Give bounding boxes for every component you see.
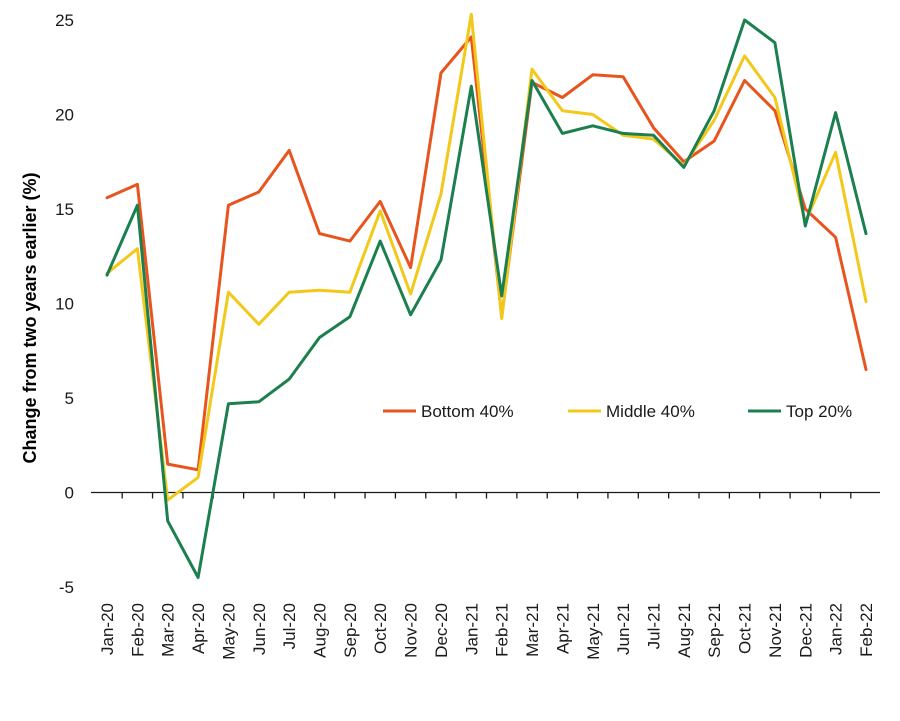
x-tick-label: Nov-20 — [402, 603, 421, 658]
y-tick-label: 15 — [55, 200, 74, 219]
x-tick-label: Nov-21 — [766, 603, 785, 658]
x-tick-label: Sep-21 — [705, 603, 724, 658]
x-tick-label: Aug-21 — [675, 603, 694, 658]
series-line-top-20 — [105, 18, 868, 579]
y-tick-label: 10 — [55, 295, 74, 314]
x-tick-label: Jan-22 — [827, 603, 846, 655]
legend: Bottom 40% Middle 40% Top 20% — [383, 402, 852, 421]
x-tick-label: Dec-20 — [432, 603, 451, 658]
y-tick-label: 0 — [65, 484, 74, 503]
y-tick-label: 20 — [55, 106, 74, 125]
x-tick-label: Apr-20 — [189, 603, 208, 654]
x-tick-label: Feb-20 — [128, 603, 147, 657]
legend-label-bottom-40: Bottom 40% — [421, 402, 514, 421]
x-tick-label: Apr-21 — [553, 603, 572, 654]
x-tick-label: Sep-20 — [341, 603, 360, 658]
x-tick-label: Jan-21 — [462, 603, 481, 655]
x-axis-ticks: Jan-20 Feb-20 Mar-20 Apr-20 May-20 Jun-20 Jul-… — [98, 603, 876, 660]
x-tick-label: Jun-20 — [250, 603, 269, 655]
y-axis-ticks: -5 0 5 10 15 20 25 — [55, 11, 74, 597]
x-tick-label: Aug-20 — [311, 603, 330, 658]
x-tick-label: May-21 — [584, 603, 603, 660]
x-tick-label: Jun-21 — [614, 603, 633, 655]
x-tick-label: May-20 — [219, 603, 238, 660]
y-tick-label: 25 — [55, 11, 74, 30]
x-tick-label: Jul-21 — [644, 603, 663, 649]
x-tick-label: Feb-21 — [493, 603, 512, 657]
x-tick-label: Feb-22 — [857, 603, 876, 657]
x-tick-label: Oct-20 — [371, 603, 390, 654]
x-tick-label: Mar-20 — [159, 603, 178, 657]
legend-label-middle-40: Middle 40% — [606, 402, 695, 421]
x-tick-label: Dec-21 — [796, 603, 815, 658]
series-line-middle-40 — [105, 12, 868, 502]
series-lines — [105, 12, 868, 579]
x-tick-label: Jul-20 — [280, 603, 299, 649]
x-axis — [91, 491, 880, 499]
legend-label-top-20: Top 20% — [786, 402, 852, 421]
y-tick-label: 5 — [65, 389, 74, 408]
y-tick-label: -5 — [59, 578, 74, 597]
y-axis-title: Change from two years earlier (%) — [20, 172, 40, 463]
x-tick-label: Oct-21 — [736, 603, 755, 654]
x-tick-label: Jan-20 — [98, 603, 117, 655]
x-tick-label: Mar-21 — [523, 603, 542, 657]
